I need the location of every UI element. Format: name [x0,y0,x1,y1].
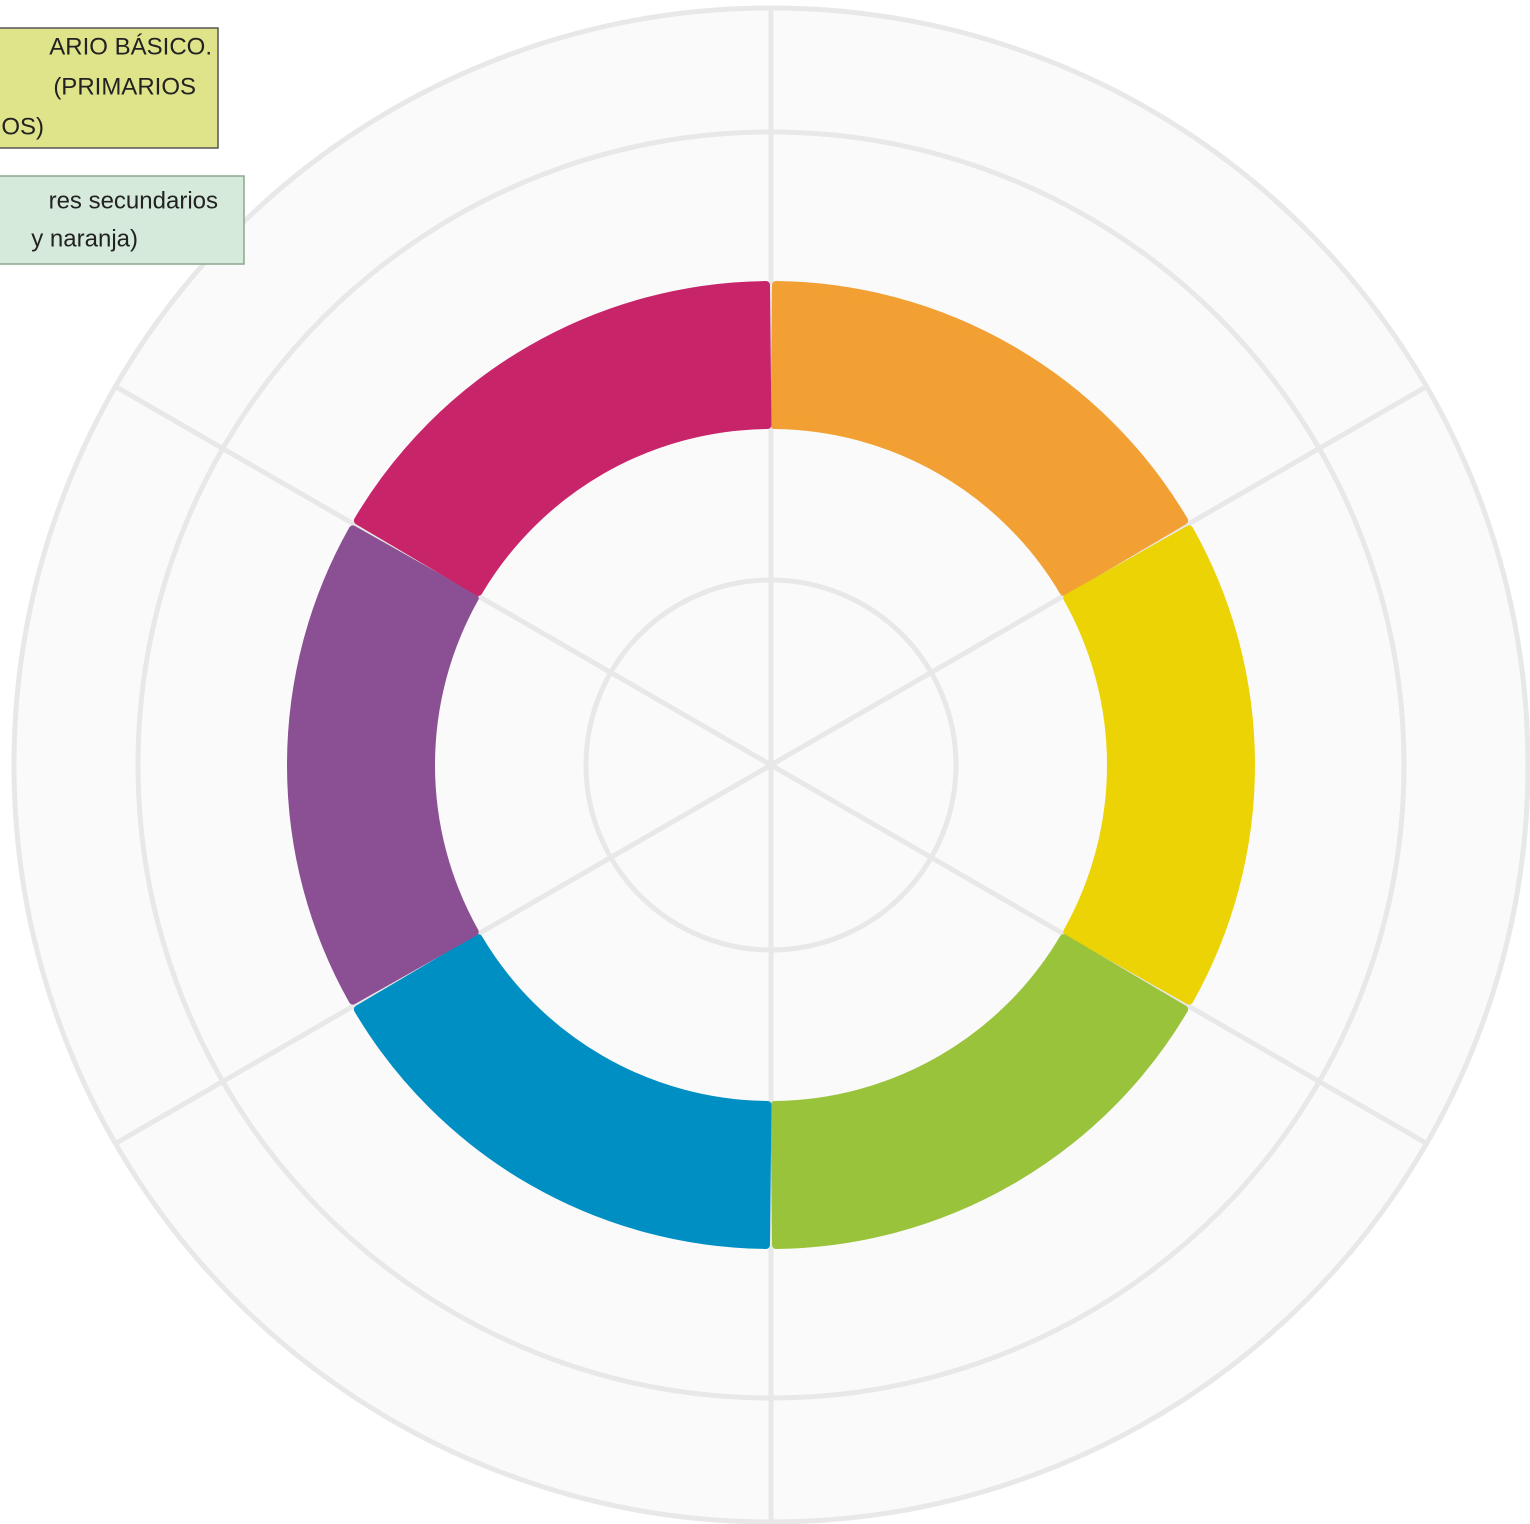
note-line: OS) [1,113,44,140]
note-secondary: res secundarios y naranja) [0,175,245,265]
note-line: y naranja) [31,225,138,252]
note-line: (PRIMARIOS [53,73,196,100]
note-primary: ARIO BÁSICO. (PRIMARIOS OS) [0,27,219,149]
color-segments [287,281,1255,1249]
color-segment [770,934,1189,1249]
color-segment [353,934,772,1249]
color-segment [287,525,479,1005]
note-line: ARIO BÁSICO. [49,33,212,60]
color-segment [770,281,1189,596]
note-box [0,175,245,265]
color-segment [353,281,772,596]
color-segment [1063,525,1255,1005]
wheel-spoke [114,384,1428,1146]
note-box [0,27,219,149]
note-line: res secundarios [49,187,218,214]
